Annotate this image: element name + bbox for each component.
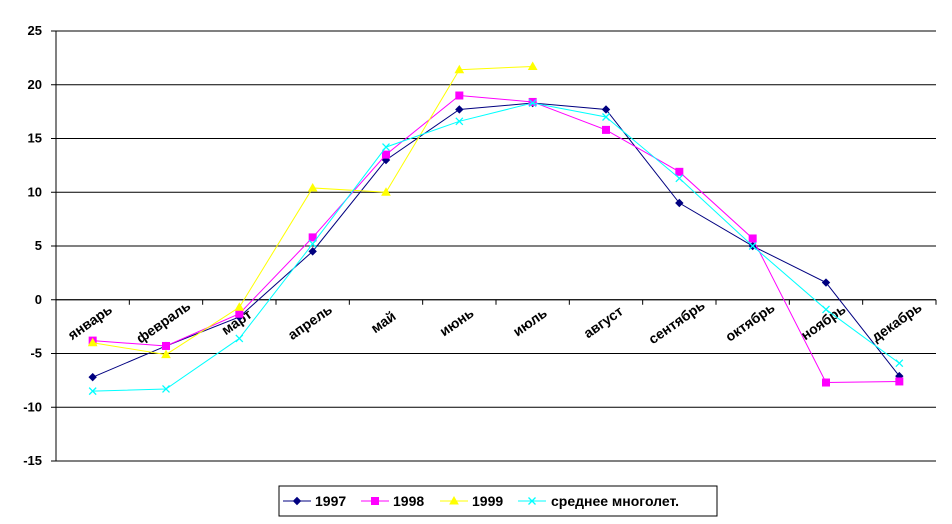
y-tick-label: -10 bbox=[23, 399, 42, 414]
series-3 bbox=[88, 99, 904, 396]
y-tick-label: -5 bbox=[30, 346, 42, 361]
data-point bbox=[528, 97, 537, 106]
y-tick-label: 5 bbox=[35, 238, 42, 253]
data-point bbox=[895, 359, 904, 368]
x-tick-label: август bbox=[580, 303, 626, 342]
legend-box bbox=[278, 485, 718, 517]
data-point bbox=[161, 349, 171, 359]
y-tick-label: 15 bbox=[28, 131, 42, 146]
y-tick-label: 20 bbox=[28, 77, 42, 92]
data-point bbox=[602, 113, 610, 121]
series-line bbox=[92, 102, 900, 378]
legend-entry: 1997 bbox=[283, 493, 346, 509]
series-group bbox=[87, 61, 904, 396]
legend-marker bbox=[449, 495, 459, 505]
data-point bbox=[88, 387, 97, 396]
x-tick-label: январь bbox=[65, 301, 115, 343]
data-point bbox=[821, 278, 831, 287]
x-tick-label: декабрь bbox=[868, 299, 924, 345]
data-point bbox=[822, 305, 830, 314]
series-0 bbox=[88, 98, 904, 382]
y-tick-label: 0 bbox=[35, 292, 42, 307]
x-tick-label: май bbox=[368, 308, 399, 336]
data-point bbox=[235, 309, 244, 318]
y-tick-label: 10 bbox=[28, 184, 42, 199]
gridlines bbox=[56, 30, 936, 462]
x-tick-label: апрель bbox=[285, 301, 336, 343]
data-point bbox=[308, 239, 317, 248]
data-point bbox=[454, 64, 465, 74]
legend-marker bbox=[371, 497, 379, 505]
data-point bbox=[455, 91, 464, 100]
x-tick-label: июнь bbox=[436, 304, 476, 339]
data-point bbox=[748, 234, 757, 243]
data-point bbox=[87, 337, 98, 347]
legend-entry: 1998 bbox=[361, 493, 424, 509]
data-point bbox=[675, 174, 684, 183]
data-point bbox=[675, 167, 684, 176]
x-tick-label: октябрь bbox=[722, 299, 778, 345]
y-tick-label: 25 bbox=[28, 23, 42, 38]
y-tick-labels: -15 -10 -5 0 5 10 15 20 25 bbox=[23, 23, 42, 468]
data-point bbox=[234, 302, 245, 311]
x-tick-labels: январь февраль март апрель май июнь июль август… bbox=[65, 297, 925, 348]
y-tick-label: -15 bbox=[23, 453, 42, 468]
legend-marker bbox=[528, 497, 536, 505]
x-tick-label: сентябрь bbox=[645, 297, 708, 348]
series-2 bbox=[87, 61, 538, 359]
data-point bbox=[308, 233, 317, 242]
data-point bbox=[307, 182, 318, 192]
data-point bbox=[822, 378, 830, 387]
data-point bbox=[602, 125, 610, 134]
series-1 bbox=[88, 91, 904, 387]
legend-marker bbox=[292, 496, 302, 506]
legend-label: среднее многолет. bbox=[551, 493, 679, 509]
data-point bbox=[162, 385, 170, 393]
data-point bbox=[88, 372, 97, 382]
data-point bbox=[455, 105, 464, 114]
data-point bbox=[601, 105, 611, 114]
axes bbox=[51, 30, 937, 462]
data-point bbox=[381, 187, 391, 196]
data-point bbox=[527, 61, 538, 70]
legend-entry: среднее многолет. bbox=[518, 493, 679, 509]
legend-label: 1999 bbox=[472, 493, 503, 509]
legend-label: 1997 bbox=[315, 493, 346, 509]
legend: 1997 1998 1999 среднее многолет. bbox=[278, 485, 718, 517]
data-point bbox=[748, 242, 757, 250]
series-line bbox=[92, 94, 900, 384]
data-point bbox=[235, 334, 244, 343]
legend-entry: 1999 bbox=[440, 493, 503, 509]
data-point bbox=[528, 99, 537, 107]
data-point bbox=[308, 247, 317, 256]
series-line bbox=[92, 102, 900, 392]
data-point bbox=[895, 377, 904, 386]
data-point bbox=[675, 198, 684, 208]
data-point bbox=[162, 341, 170, 350]
legend-label: 1998 bbox=[393, 493, 424, 509]
data-point bbox=[382, 143, 390, 152]
data-point bbox=[455, 117, 464, 126]
x-tick-label: июль bbox=[510, 304, 550, 339]
data-point bbox=[382, 150, 390, 159]
